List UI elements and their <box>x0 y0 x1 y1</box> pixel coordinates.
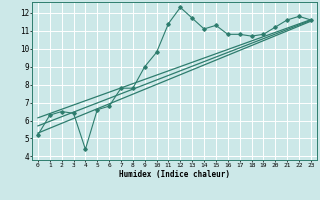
X-axis label: Humidex (Indice chaleur): Humidex (Indice chaleur) <box>119 170 230 179</box>
